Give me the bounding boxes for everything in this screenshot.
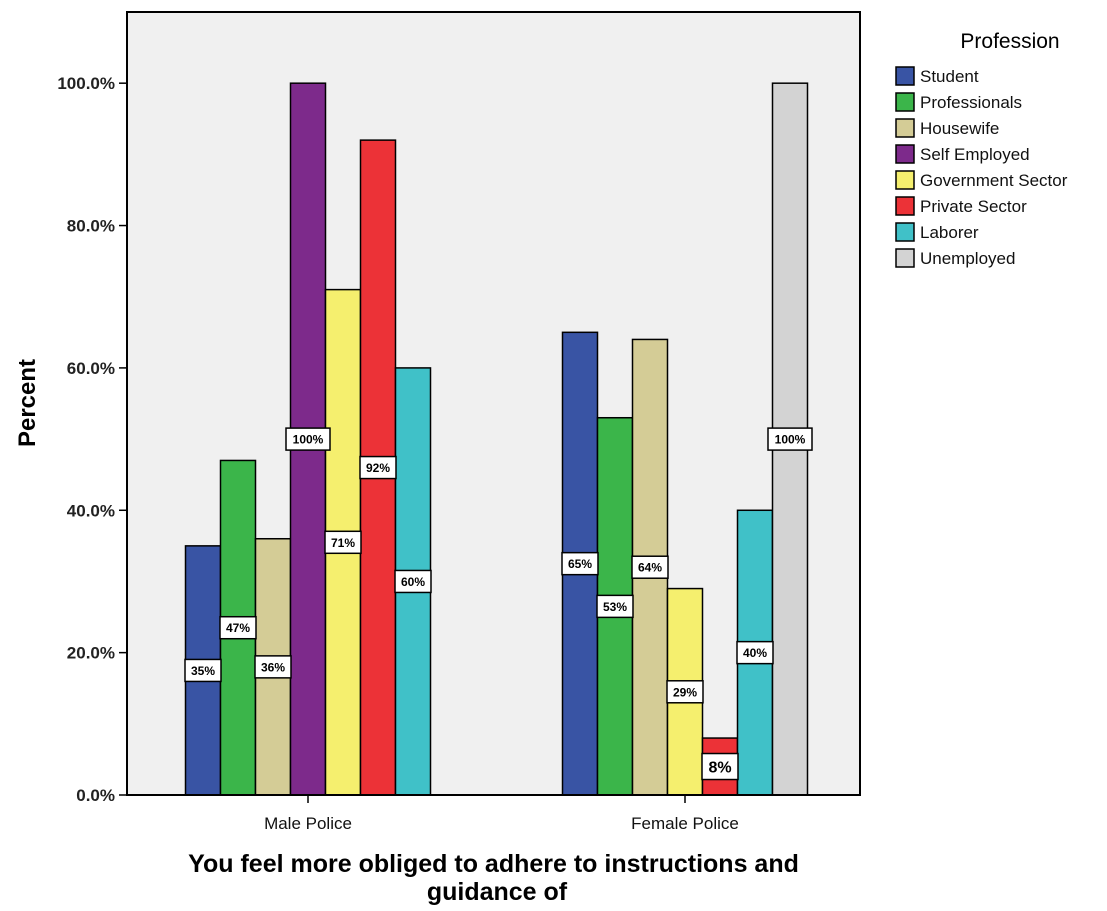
data-label: 8% (701, 752, 739, 781)
data-label-text: 36% (261, 660, 285, 674)
legend-swatch (895, 92, 915, 112)
data-label-box (254, 655, 292, 679)
legend-swatch (895, 196, 915, 216)
data-label-text: 8% (708, 760, 731, 777)
data-label-text: 35% (191, 664, 215, 678)
data-label-box (596, 594, 634, 619)
legend-item-private-sector: Private Sector (895, 196, 1027, 216)
legend-swatch (895, 66, 915, 86)
data-label: 35% (184, 658, 222, 683)
x-axis-title-line-1: You feel more obliged to adhere to instr… (188, 850, 799, 878)
legend: Profession Student Professionals Housewife… (895, 30, 1068, 268)
data-label-box (666, 680, 704, 704)
x-category-label: Male Police (264, 814, 352, 833)
data-label-text: 60% (401, 575, 425, 589)
y-tick-label: 40.0% (67, 501, 115, 520)
y-tick-label: 60.0% (67, 359, 115, 378)
legend-item-government-sector: Government Sector (895, 170, 1068, 190)
legend-label: Student (920, 67, 979, 86)
data-label: 53% (596, 594, 634, 619)
legend-label: Professionals (920, 93, 1022, 112)
data-label-box (736, 640, 774, 665)
data-label: 47% (219, 615, 257, 640)
data-label-box (631, 555, 669, 579)
data-label: 40% (736, 640, 774, 665)
legend-label: Self Employed (920, 145, 1030, 164)
data-label-text: 100% (775, 433, 806, 447)
data-label: 100% (285, 427, 331, 451)
data-label-text: 71% (331, 536, 355, 550)
x-category-label: Female Police (631, 814, 739, 833)
y-tick-label: 20.0% (67, 644, 115, 663)
y-tick-label: 0.0% (76, 786, 115, 805)
legend-swatch (895, 144, 915, 164)
data-label-box (561, 551, 599, 576)
data-label: 71% (324, 530, 362, 555)
data-label: 36% (254, 655, 292, 679)
data-label: 29% (666, 680, 704, 704)
data-label: 100% (767, 427, 813, 451)
y-axis: 0.0% 20.0% 40.0% 60.0% 80.0% 100.0% (57, 74, 127, 805)
legend-swatch (895, 248, 915, 268)
data-label-text: 53% (603, 600, 627, 614)
data-label: 92% (359, 455, 397, 480)
data-label: 64% (631, 555, 669, 579)
legend-label: Unemployed (920, 249, 1015, 268)
data-label-box (324, 530, 362, 555)
x-axis-title: You feel more obliged to adhere to instr… (188, 850, 806, 906)
legend-title: Profession (960, 30, 1059, 53)
legend-swatch (895, 170, 915, 190)
legend-label: Housewife (920, 119, 999, 138)
legend-item-unemployed: Unemployed (895, 248, 1015, 268)
y-axis-title: Percent (14, 359, 41, 447)
data-label-box (394, 569, 432, 594)
legend-item-student: Student (895, 66, 979, 86)
data-label: 60% (394, 569, 432, 594)
data-label-text: 47% (226, 621, 250, 635)
data-label: 65% (561, 551, 599, 576)
legend-label: Laborer (920, 223, 979, 242)
data-label-text: 65% (568, 557, 592, 571)
data-label-text: 29% (673, 685, 697, 699)
data-label-text: 64% (638, 561, 662, 575)
x-axis-title-line-2: guidance of (427, 878, 568, 906)
data-label-text: 100% (293, 433, 324, 447)
legend-label: Private Sector (920, 197, 1027, 216)
data-label-box (184, 658, 222, 683)
legend-item-self-employed: Self Employed (895, 144, 1030, 164)
legend-label: Government Sector (920, 171, 1068, 190)
data-label-text: 40% (743, 646, 767, 660)
data-label-box (701, 752, 739, 781)
legend-item-professionals: Professionals (895, 92, 1022, 112)
data-label-box (767, 427, 813, 451)
y-tick-label: 100.0% (57, 74, 115, 93)
data-label-text: 92% (366, 461, 390, 475)
data-labels: 35% 47% 36% 100% 71% 92% 60% 65% 53% 64% 29% 8% 40% 1… (184, 427, 813, 781)
data-label-box (219, 615, 257, 640)
legend-swatch (895, 222, 915, 242)
data-label-box (359, 455, 397, 480)
y-tick-label: 80.0% (67, 217, 115, 236)
x-axis: Male Police Female Police (126, 12, 860, 833)
legend-swatch (895, 118, 915, 138)
legend-item-housewife: Housewife (895, 118, 999, 138)
data-label-box (285, 427, 331, 451)
legend-item-laborer: Laborer (895, 222, 979, 242)
